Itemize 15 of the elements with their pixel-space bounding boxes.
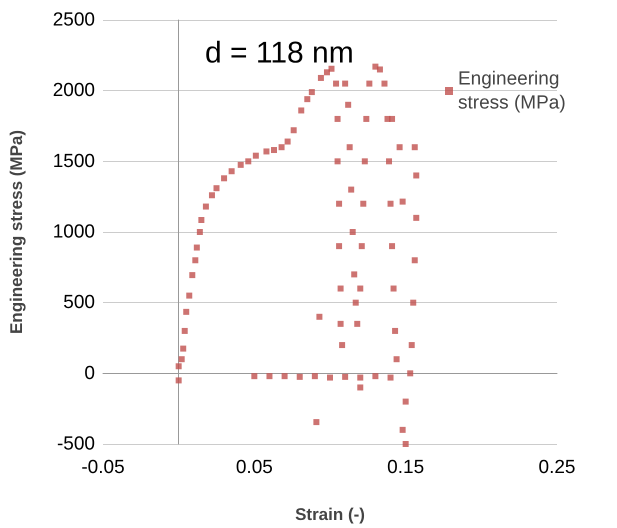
y-tick-label: 1500 [52,150,95,172]
legend-label: Engineering stress (MPa) [458,68,566,114]
x-tick-label: -0.05 [81,457,125,478]
y-tick-label: 1000 [52,222,95,242]
x-tick-label: 0.15 [387,457,424,478]
annotation: d = 118 nm [205,36,354,70]
y-tick-label: 0 [84,362,95,384]
x-axis-title: Strain (-) [295,505,365,524]
x-tick-label: 0.05 [236,457,273,478]
y-tick-label: 500 [63,292,95,314]
y-tick-label: 2000 [52,80,95,102]
y-tick-label: 2500 [52,10,95,30]
y-tick-label: -500 [56,434,95,454]
x-tick-label: 0.25 [538,457,576,478]
y-axis-title: Engineering stress (MPa) [7,130,26,334]
